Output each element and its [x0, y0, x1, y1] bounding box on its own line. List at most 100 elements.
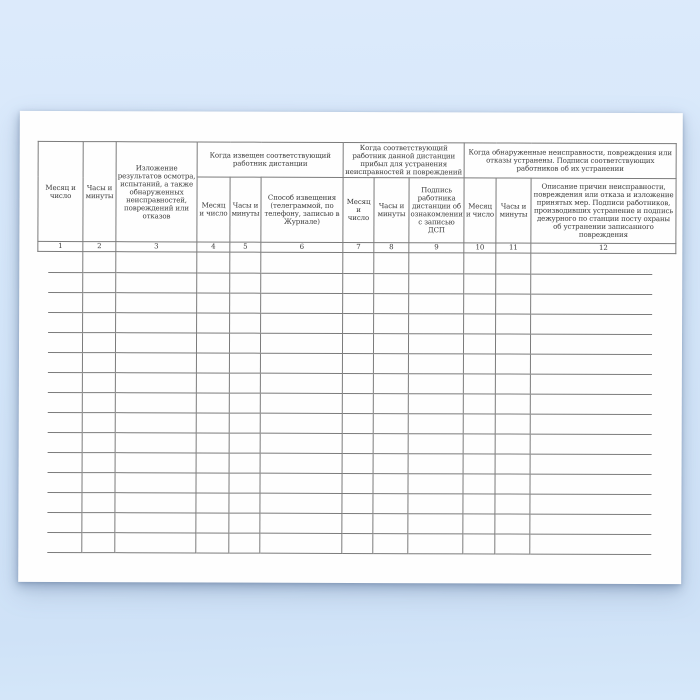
empty-row [47, 371, 652, 395]
empty-cell [47, 331, 83, 353]
empty-cell [407, 473, 463, 494]
empty-cell [463, 253, 496, 274]
empty-cell [228, 512, 260, 533]
empty-cell [229, 252, 261, 273]
empty-cell [115, 312, 197, 333]
empty-cell [47, 431, 82, 453]
column-header-fault-cause-description: Описание причин неисправности, поврежден… [530, 178, 677, 244]
empty-rows-container [47, 251, 653, 555]
column-header-month-day-3: Месяц и число [342, 177, 375, 243]
empty-cell [195, 352, 229, 373]
empty-cell [494, 353, 530, 374]
column-header-hours-minutes-3: Часы и минуты [373, 177, 410, 243]
empty-cell [259, 472, 342, 493]
column-number-11: 11 [495, 243, 531, 254]
empty-cell [229, 312, 261, 333]
empty-cell [341, 452, 373, 474]
empty-cell [341, 492, 373, 514]
empty-cell [342, 252, 374, 274]
empty-cell [81, 372, 115, 393]
column-header-inspection-results: Изложение результатов осмотра, испытаний… [115, 141, 198, 242]
empty-cell [47, 391, 82, 413]
empty-cell [259, 352, 342, 373]
empty-cell [195, 532, 229, 553]
empty-cell [48, 271, 83, 293]
empty-row [48, 271, 653, 295]
column-header-month-day-2: Месяц и число [196, 176, 231, 243]
empty-cell [47, 491, 82, 513]
column-header-notification-method: Способ извещения (телеграммой, по телефо… [260, 177, 344, 243]
empty-cell [229, 292, 261, 313]
column-number-9: 9 [408, 242, 464, 253]
empty-cell [341, 512, 373, 534]
empty-cell [259, 452, 342, 473]
empty-row [47, 431, 652, 455]
column-number-4: 4 [196, 241, 230, 253]
empty-cell [407, 513, 463, 534]
empty-cell [462, 373, 495, 394]
empty-cell [495, 253, 531, 274]
empty-cell [228, 472, 260, 493]
empty-cell [259, 412, 342, 433]
empty-cell [228, 492, 260, 513]
empty-cell [530, 293, 653, 315]
empty-row [47, 331, 653, 355]
empty-cell [494, 393, 530, 414]
column-number-6: 6 [260, 242, 343, 253]
empty-row [47, 391, 652, 415]
empty-cell [196, 252, 230, 273]
empty-cell [462, 353, 495, 374]
empty-cell [114, 412, 196, 433]
empty-cell [341, 352, 373, 374]
empty-cell [81, 492, 115, 513]
empty-cell [259, 372, 342, 393]
empty-cell [229, 272, 261, 293]
empty-cell [81, 472, 115, 493]
empty-cell [462, 333, 496, 354]
empty-cell [494, 513, 530, 534]
empty-cell [494, 333, 531, 354]
empty-cell [495, 273, 531, 294]
empty-cell [115, 272, 197, 293]
empty-cell [48, 291, 83, 313]
empty-cell [341, 532, 373, 554]
empty-cell [372, 533, 408, 554]
empty-cell [341, 332, 374, 354]
empty-cell [463, 293, 496, 314]
empty-cell [372, 513, 408, 534]
empty-cell [48, 251, 83, 273]
empty-cell [372, 353, 408, 374]
empty-cell [260, 292, 343, 313]
empty-cell [114, 532, 196, 553]
empty-row [47, 531, 652, 555]
empty-cell [82, 312, 116, 333]
empty-cell [407, 493, 463, 514]
empty-cell [462, 413, 495, 434]
empty-cell [195, 432, 229, 453]
column-number-10: 10 [463, 242, 496, 254]
empty-cell [195, 452, 229, 473]
empty-cell [228, 392, 260, 413]
empty-cell [530, 313, 653, 335]
empty-cell [47, 351, 82, 373]
empty-cell [495, 293, 531, 314]
empty-cell [259, 332, 343, 353]
column-number-2: 2 [82, 241, 116, 252]
empty-row [47, 491, 652, 515]
empty-cell [114, 372, 196, 393]
empty-cell [407, 433, 463, 454]
paper-sheet: Месяц и число Часы и минуты Изложение ре… [18, 110, 683, 585]
empty-cell [115, 252, 197, 273]
column-number-3: 3 [115, 241, 197, 252]
empty-cell [341, 472, 373, 494]
empty-cell [259, 512, 342, 533]
column-header-hours-minutes-4: Часы и минуты [495, 178, 532, 244]
empty-cell [114, 332, 197, 353]
empty-cell [342, 272, 374, 294]
empty-cell [81, 532, 115, 553]
empty-cell [228, 412, 260, 433]
empty-cell [530, 273, 653, 295]
empty-cell [195, 492, 229, 513]
empty-cell [462, 393, 495, 414]
empty-cell [495, 313, 531, 334]
